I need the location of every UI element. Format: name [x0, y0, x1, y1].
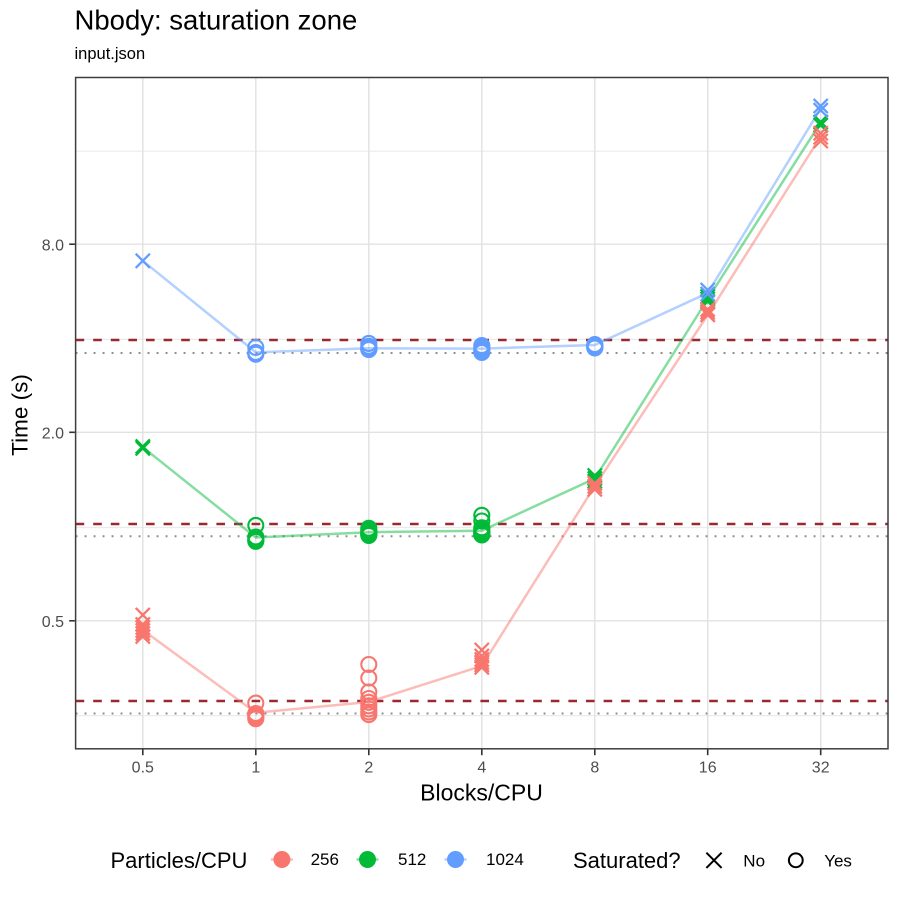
- svg-text:1: 1: [251, 760, 260, 777]
- svg-text:Blocks/CPU: Blocks/CPU: [420, 780, 543, 806]
- svg-text:Yes: Yes: [824, 851, 852, 870]
- svg-text:Particles/CPU: Particles/CPU: [111, 848, 248, 873]
- svg-text:2.0: 2.0: [42, 426, 64, 443]
- svg-text:4: 4: [477, 760, 486, 777]
- svg-text:1024: 1024: [486, 850, 524, 869]
- svg-text:Nbody: saturation zone: Nbody: saturation zone: [75, 5, 358, 36]
- svg-text:512: 512: [398, 850, 426, 869]
- svg-text:0.5: 0.5: [132, 760, 154, 777]
- svg-text:256: 256: [311, 850, 339, 869]
- svg-text:32: 32: [812, 760, 830, 777]
- svg-text:2: 2: [364, 760, 373, 777]
- svg-text:input.json: input.json: [75, 45, 146, 63]
- svg-text:Time (s): Time (s): [7, 374, 32, 456]
- svg-text:16: 16: [699, 760, 717, 777]
- svg-text:No: No: [743, 851, 765, 870]
- svg-text:0.5: 0.5: [42, 614, 64, 631]
- svg-text:Saturated?: Saturated?: [573, 848, 681, 873]
- svg-text:8: 8: [590, 760, 599, 777]
- svg-text:8.0: 8.0: [42, 237, 64, 254]
